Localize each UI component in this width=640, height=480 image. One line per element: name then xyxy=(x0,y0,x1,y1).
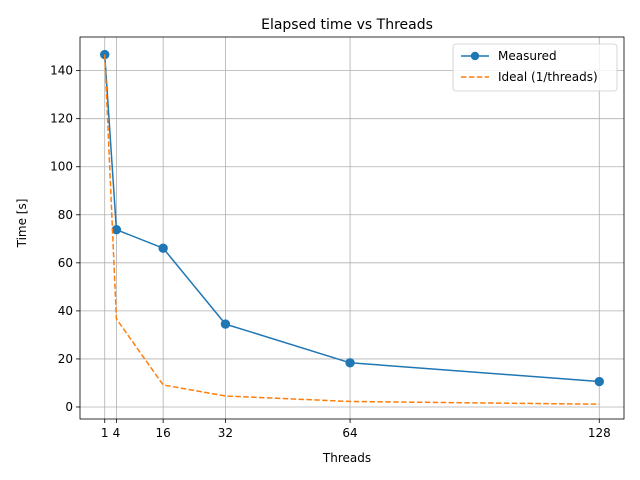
x-tick-label: 128 xyxy=(588,426,611,440)
grid-lines xyxy=(80,37,624,419)
legend-marker-measured xyxy=(470,51,480,61)
x-axis-label: Threads xyxy=(322,451,371,465)
y-tick-label: 120 xyxy=(50,112,73,126)
y-tick-label: 100 xyxy=(50,160,73,174)
y-tick-label: 20 xyxy=(58,352,73,366)
series-measured-point xyxy=(594,376,604,387)
x-tick-label: 32 xyxy=(218,426,233,440)
y-axis-label: Time [s] xyxy=(15,199,29,249)
series-measured-line xyxy=(103,54,600,383)
axis-ticks: 1 4 16 32 64 128 0 20 40 60 80 100 120 140 xyxy=(50,64,611,440)
x-tick-label: 1 xyxy=(101,426,109,440)
legend-label-ideal: Ideal (1/threads) xyxy=(498,70,598,84)
series-layer xyxy=(100,49,604,405)
plot-frame xyxy=(79,36,625,420)
y-tick-label: 40 xyxy=(58,304,73,318)
x-tick-label: 4 xyxy=(113,426,121,440)
legend: Measured Ideal (1/threads) xyxy=(452,43,618,92)
legend-label-measured: Measured xyxy=(498,49,557,63)
y-tick-label: 0 xyxy=(65,400,73,414)
y-tick-label: 60 xyxy=(58,256,73,270)
y-tick-label: 80 xyxy=(58,208,73,222)
x-tick-label: 16 xyxy=(155,426,170,440)
legend-item-ideal: Ideal (1/threads) xyxy=(461,70,598,84)
legend-item-measured: Measured xyxy=(461,49,557,63)
chart-title: Elapsed time vs Threads xyxy=(261,17,433,33)
legend-box xyxy=(452,43,618,92)
y-tick-label: 140 xyxy=(50,64,73,78)
series-measured-point xyxy=(111,224,122,235)
series-measured-point xyxy=(345,358,355,368)
x-tick-label: 64 xyxy=(342,426,357,440)
series-measured-point xyxy=(158,243,168,253)
series-measured-point xyxy=(220,319,231,329)
